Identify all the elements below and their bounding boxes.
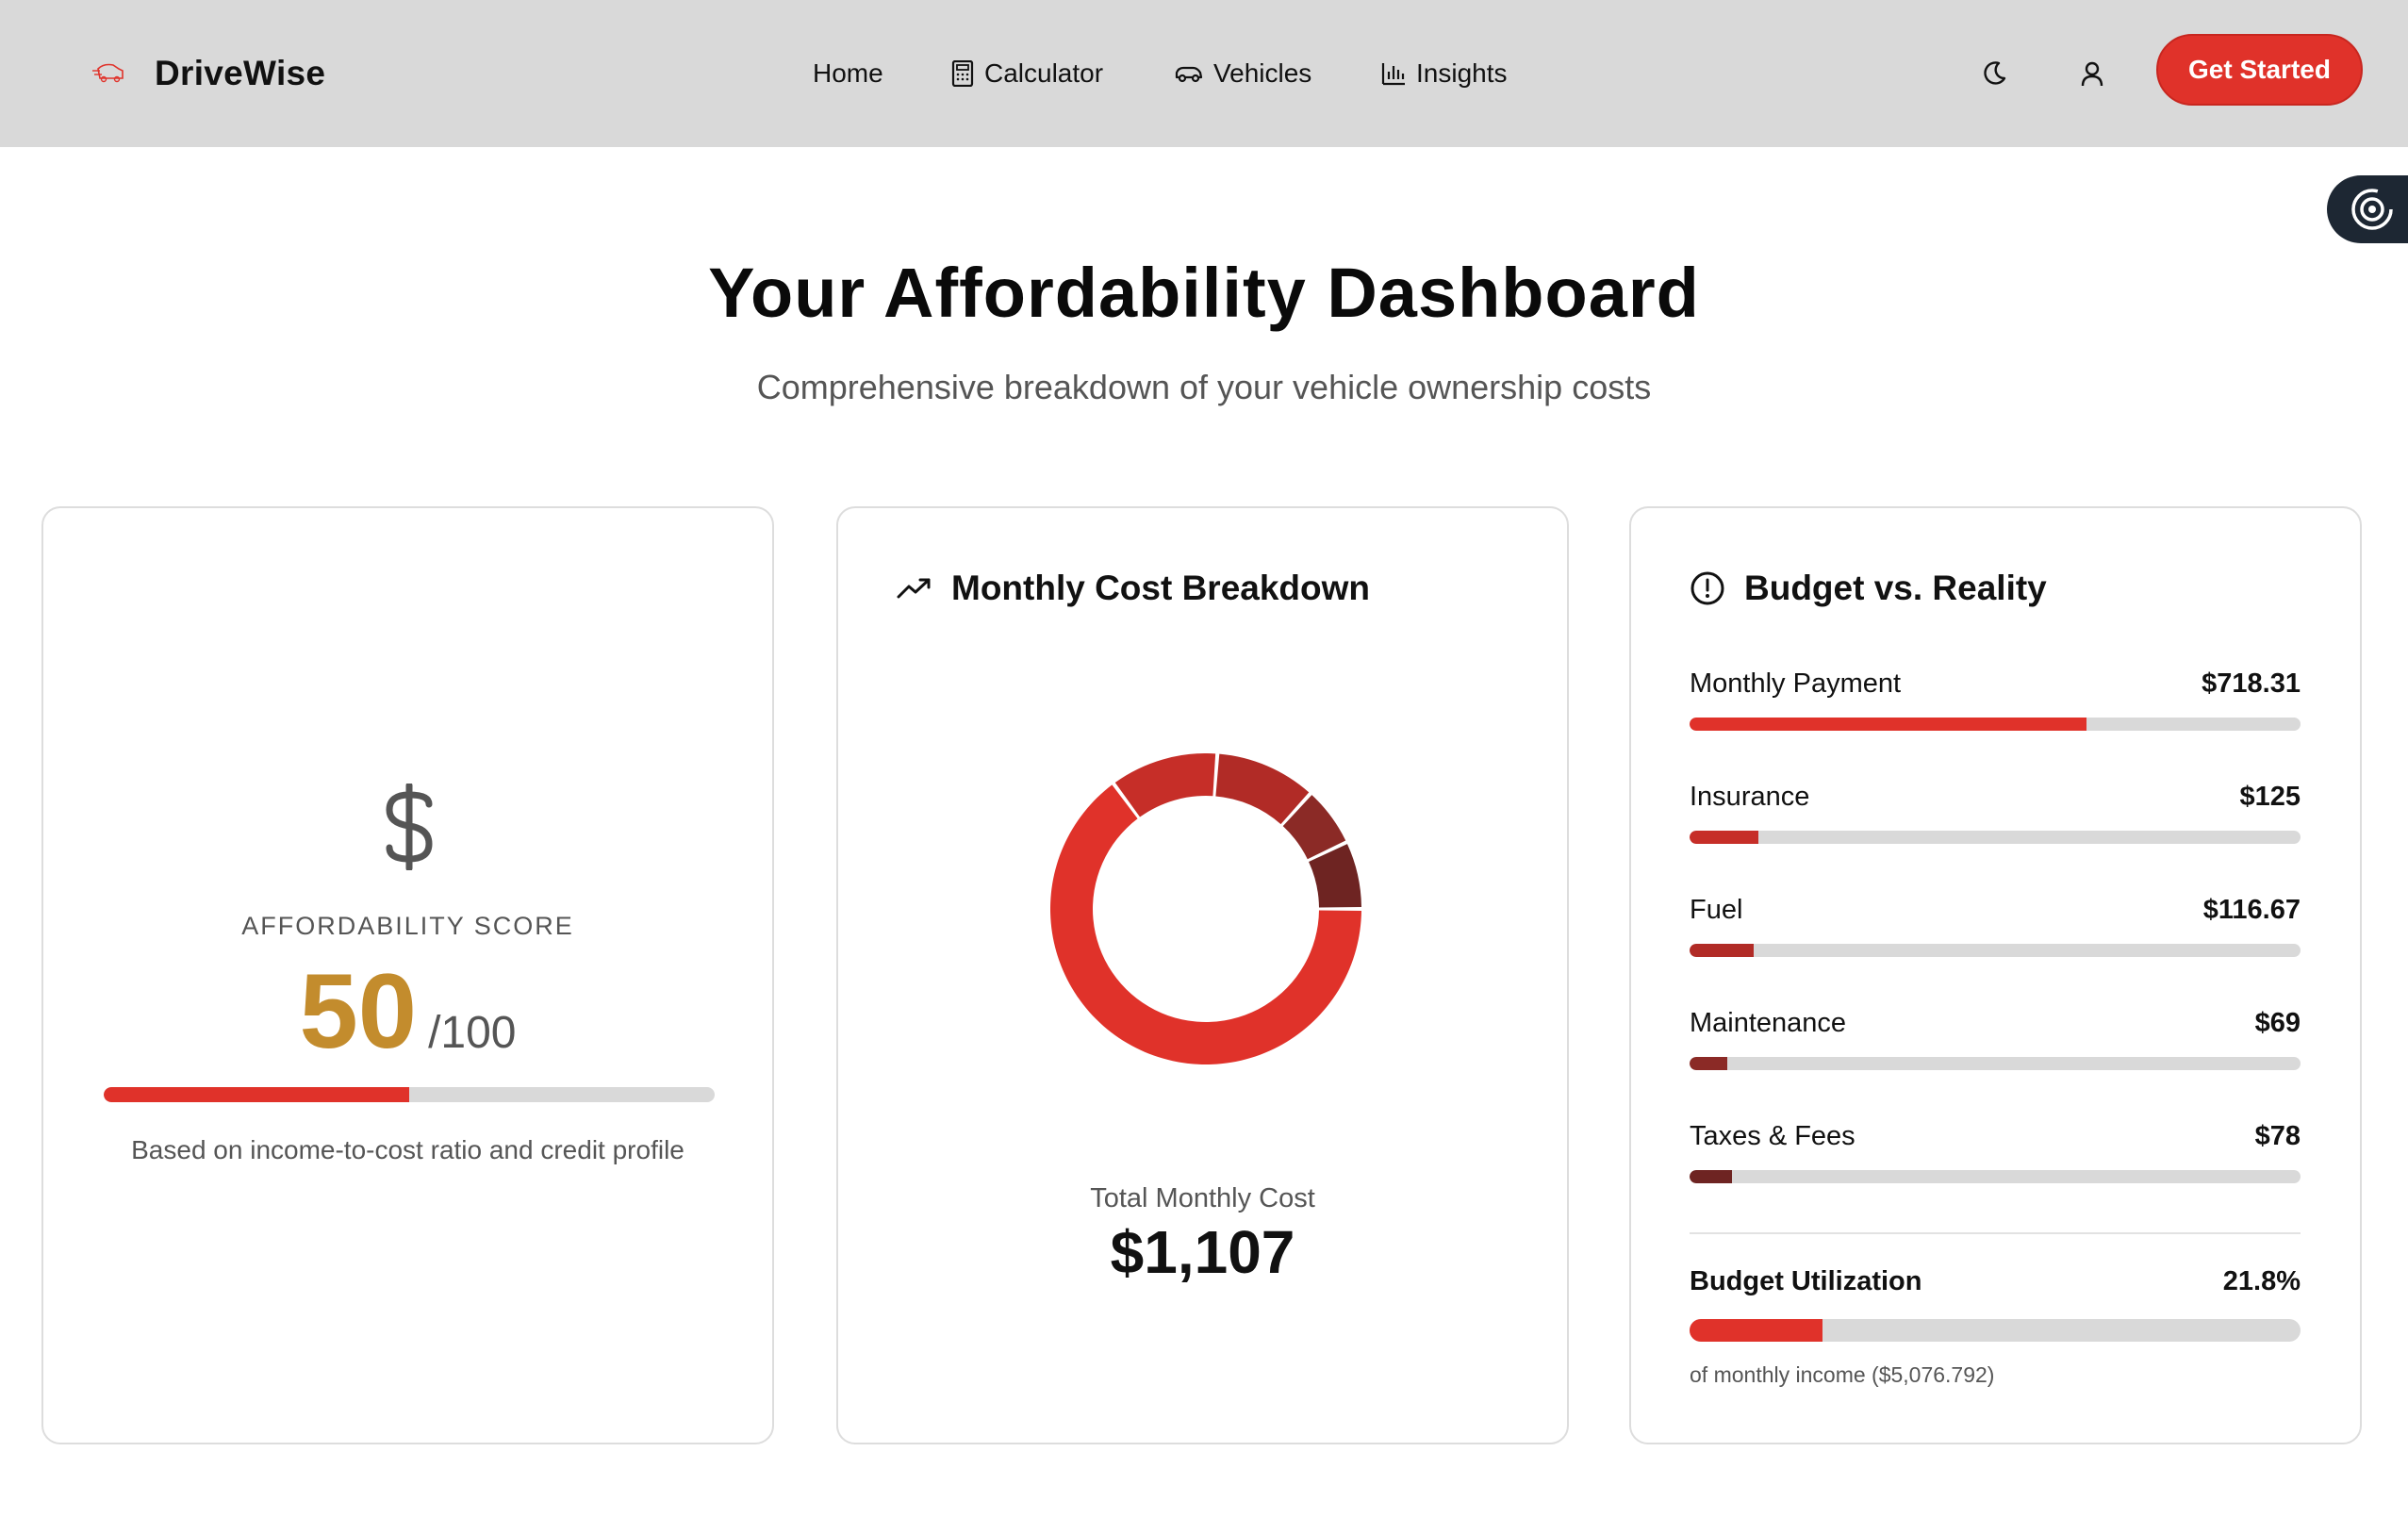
budget-row: Monthly Payment $718.31 [1690, 665, 2301, 731]
budget-row-label: Taxes & Fees [1690, 1120, 1855, 1151]
alert-circle-icon [1691, 571, 1724, 605]
brand-name: DriveWise [155, 54, 326, 92]
budget-title-text: Budget vs. Reality [1744, 569, 2047, 607]
budget-row: Maintenance $69 [1690, 1004, 2301, 1070]
top-navbar: DriveWise Home Calculator Vehicles [0, 0, 2408, 147]
score-progress-bar [104, 1087, 715, 1102]
budget-row-bar-fill [1690, 718, 2086, 731]
floating-assistant-button[interactable] [2327, 175, 2408, 243]
score-value: 50 [299, 952, 418, 1070]
speed-car-icon [92, 63, 124, 83]
total-cost-value: $1,107 [1110, 1218, 1295, 1286]
budget-title: Budget vs. Reality [1690, 569, 2047, 608]
utilization-note: of monthly income ($5,076.792) [1690, 1362, 1995, 1387]
score-max: /100 [428, 1008, 517, 1058]
target-icon [2351, 189, 2393, 230]
nav-vehicles[interactable]: Vehicles [1174, 45, 1311, 102]
nav-calculator[interactable]: Calculator [950, 45, 1103, 102]
donut-slice-taxes-fees [1309, 844, 1361, 908]
budget-row-amount: $78 [2254, 1120, 2301, 1151]
donut-slice-insurance [1114, 753, 1216, 817]
budget-row-amount: $718.31 [2202, 668, 2301, 699]
page-title: Your Affordability Dashboard [708, 254, 1700, 332]
budget-row: Taxes & Fees $78 [1690, 1117, 2301, 1183]
cost-breakdown-card: Monthly Cost Breakdown Total Monthly Cos… [836, 506, 1569, 1444]
nav-insights[interactable]: Insights [1380, 45, 1508, 102]
budget-row-bar-fill [1690, 1057, 1728, 1070]
budget-utilization: Budget Utilization 21.8% of monthly incom… [1690, 1262, 2301, 1388]
utilization-value: 21.8% [2222, 1265, 2301, 1296]
nav-insights-label: Insights [1416, 58, 1508, 88]
budget-row-bar [1690, 831, 2301, 844]
score-display: 50/100 [43, 959, 772, 1064]
budget-vs-reality-card: Budget vs. Reality Monthly Payment $718.3… [1629, 506, 2362, 1444]
budget-row-bar-fill [1690, 831, 1759, 844]
score-progress-fill [104, 1087, 409, 1102]
total-cost-label: Total Monthly Cost [1090, 1183, 1315, 1213]
dollar-icon [386, 784, 433, 870]
calculator-icon [951, 60, 974, 87]
budget-row-bar [1690, 1170, 2301, 1183]
breakdown-title-text: Monthly Cost Breakdown [951, 569, 1371, 607]
score-label: AFFORDABILITY SCORE [241, 912, 574, 940]
main-nav: Home Calculator Vehicles [0, 45, 2408, 102]
budget-row-label: Insurance [1690, 781, 1810, 812]
moon-icon [1984, 61, 2006, 85]
nav-home-label: Home [813, 58, 883, 88]
brand-logo[interactable]: DriveWise [91, 45, 325, 102]
divider [1690, 1232, 2301, 1234]
budget-row-bar [1690, 1057, 2301, 1070]
score-note: Based on income-to-cost ratio and credit… [131, 1135, 684, 1164]
budget-row: Insurance $125 [1690, 778, 2301, 844]
budget-row-bar [1690, 718, 2301, 731]
donut-slice-maintenance [1282, 795, 1346, 860]
budget-row-label: Monthly Payment [1690, 668, 1902, 699]
get-started-button[interactable]: Get Started [2156, 34, 2363, 106]
theme-toggle-button[interactable] [1971, 51, 2017, 96]
bar-chart-icon [1381, 63, 1405, 86]
donut-slice-monthly-payment [1050, 784, 1361, 1064]
budget-row-label: Maintenance [1690, 1007, 1847, 1038]
budget-row-label: Fuel [1690, 894, 1743, 925]
budget-row-amount: $69 [2254, 1007, 2301, 1038]
nav-home[interactable]: Home [813, 45, 883, 102]
budget-row-amount: $116.67 [2202, 894, 2301, 925]
breakdown-title: Monthly Cost Breakdown [897, 569, 1370, 608]
budget-row: Fuel $116.67 [1690, 891, 2301, 957]
user-account-button[interactable] [2070, 51, 2115, 96]
cost-donut-chart [1050, 753, 1361, 1064]
user-icon [2081, 61, 2103, 87]
budget-row-amount: $125 [2239, 781, 2301, 812]
budget-row-bar-fill [1690, 1170, 1733, 1183]
affordability-score-card: AFFORDABILITY SCORE 50/100 Based on inco… [41, 506, 774, 1444]
budget-row-bar [1690, 944, 2301, 957]
trending-up-icon [897, 578, 931, 599]
utilization-bar-fill [1690, 1319, 1823, 1342]
donut-slice-fuel [1215, 753, 1310, 825]
car-icon [1175, 66, 1203, 83]
nav-vehicles-label: Vehicles [1213, 58, 1312, 88]
utilization-label: Budget Utilization [1690, 1265, 1922, 1296]
budget-row-bar-fill [1690, 944, 1755, 957]
page-subtitle: Comprehensive breakdown of your vehicle … [756, 368, 1652, 406]
nav-calculator-label: Calculator [984, 58, 1104, 88]
utilization-bar [1690, 1319, 2301, 1342]
